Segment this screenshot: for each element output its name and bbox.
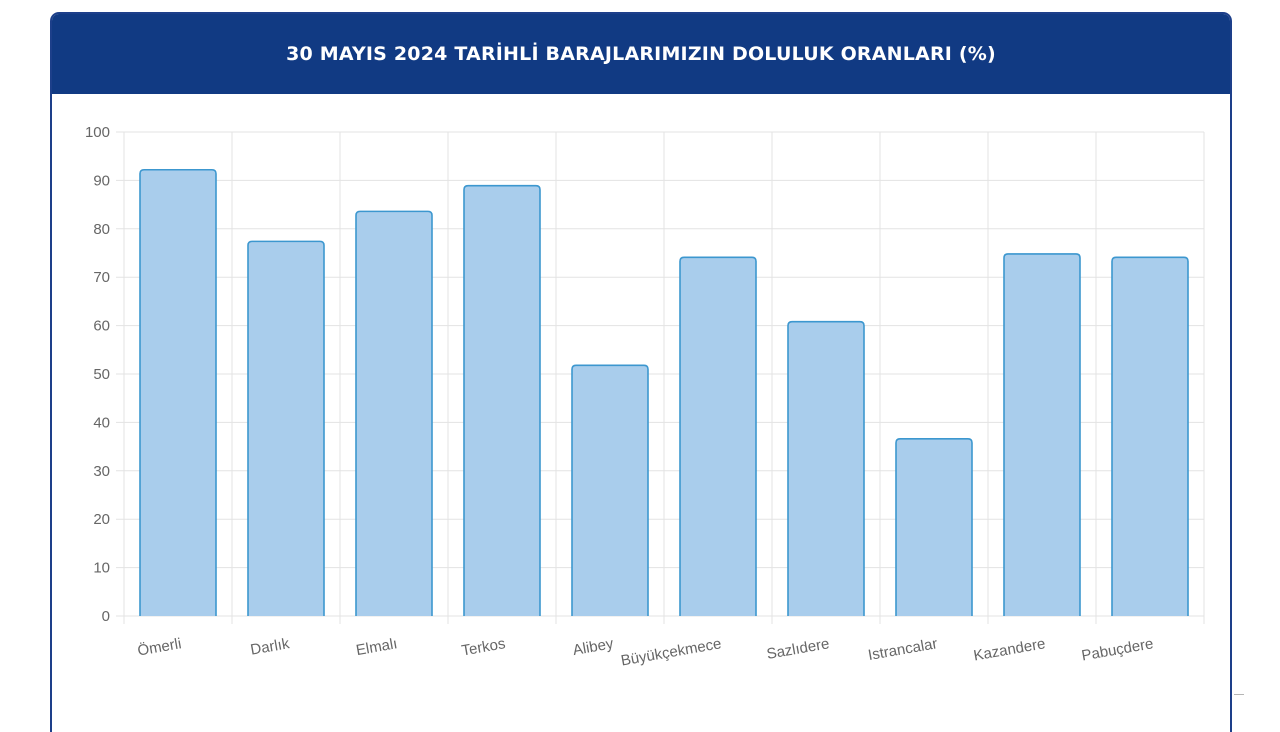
bar	[1111, 256, 1189, 616]
chart-title: 30 MAYIS 2024 TARİHLİ BARAJLARIMIZIN DOL…	[286, 43, 996, 65]
x-category-label: Terkos	[460, 635, 506, 659]
y-tick-label: 20	[93, 511, 110, 528]
y-tick-label: 0	[102, 608, 110, 625]
y-tick-label: 10	[93, 560, 110, 577]
y-tick-label: 50	[93, 366, 110, 383]
x-category-label: Darlık	[249, 635, 291, 659]
x-category-label: Kazandere	[972, 635, 1046, 664]
y-tick-label: 70	[93, 269, 110, 286]
bar	[895, 438, 973, 616]
x-category-label: Alibey	[572, 635, 616, 659]
bar	[139, 168, 217, 616]
y-tick-label: 60	[93, 318, 110, 335]
bar	[571, 364, 649, 616]
x-category-label: Büyükçekmece	[620, 635, 723, 669]
x-category-label: Istrancalar	[867, 635, 939, 664]
x-category-label: Elmalı	[355, 635, 399, 659]
y-tick-label: 80	[93, 221, 110, 238]
bar	[787, 320, 865, 616]
bar	[679, 256, 757, 616]
x-category-label: Sazlıdere	[765, 635, 830, 663]
y-tick-label: 40	[93, 414, 110, 431]
bar	[463, 184, 541, 616]
y-tick-label: 100	[85, 124, 110, 141]
corner-mark	[1234, 694, 1244, 695]
bar	[247, 240, 325, 616]
chart-header: 30 MAYIS 2024 TARİHLİ BARAJLARIMIZIN DOL…	[52, 14, 1230, 94]
bar	[355, 210, 433, 616]
x-category-label: Pabuçdere	[1080, 635, 1154, 664]
y-tick-label: 90	[93, 172, 110, 189]
bar	[1003, 253, 1081, 616]
x-category-label: Ömerli	[136, 634, 183, 659]
y-tick-label: 30	[93, 463, 110, 480]
